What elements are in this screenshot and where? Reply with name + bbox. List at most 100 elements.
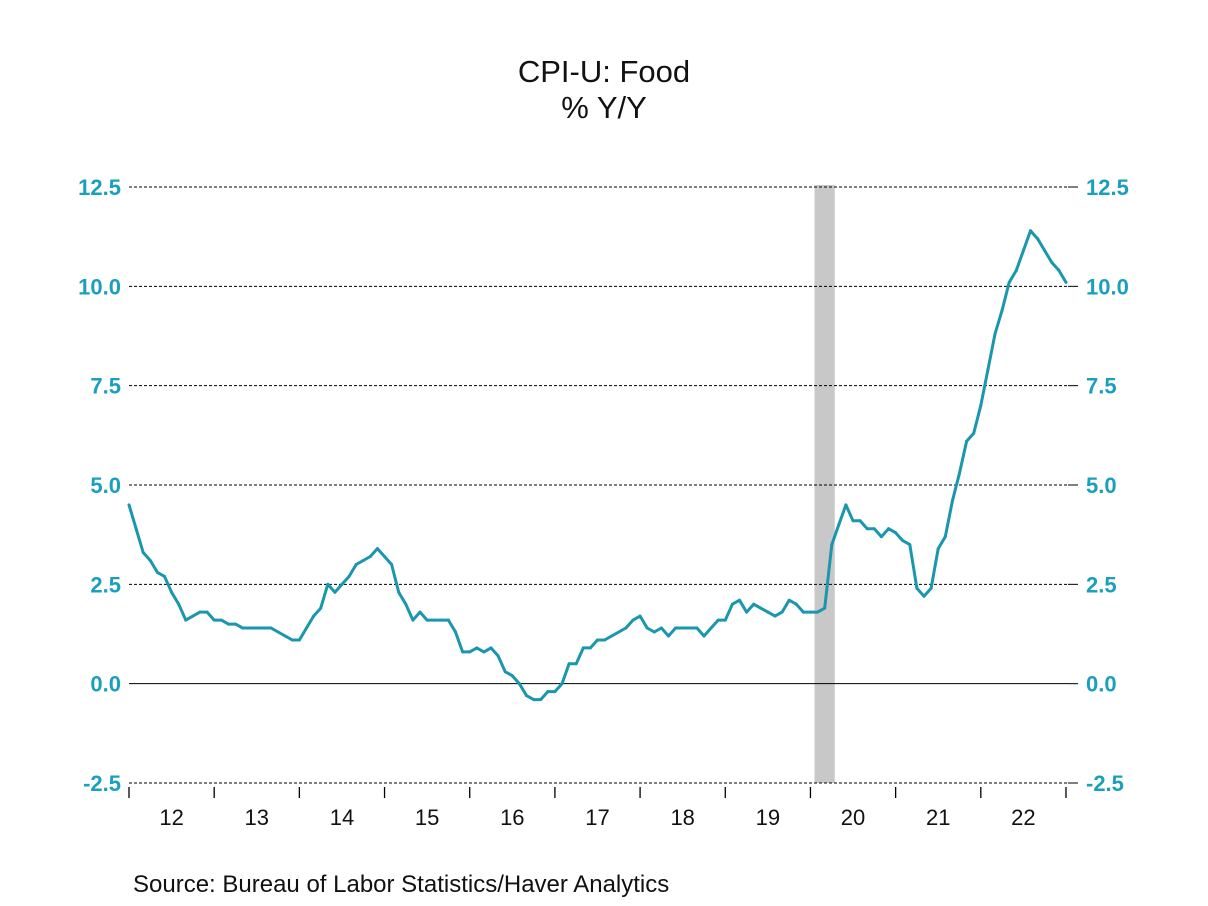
data-point: [1000, 308, 1004, 312]
data-point: [936, 547, 940, 551]
data-point: [269, 626, 273, 630]
data-point: [255, 626, 259, 630]
data-point: [801, 610, 805, 614]
data-point: [624, 626, 628, 630]
data-point: [787, 598, 791, 602]
data-point: [340, 582, 344, 586]
data-point: [794, 602, 798, 606]
data-point: [184, 618, 188, 622]
x-tick-label: 14: [330, 805, 354, 830]
data-point: [503, 670, 507, 674]
data-point: [191, 614, 195, 618]
data-point: [553, 690, 557, 694]
data-point: [688, 626, 692, 630]
data-point: [865, 527, 869, 531]
data-point: [638, 614, 642, 618]
data-point: [808, 610, 812, 614]
data-point: [411, 618, 415, 622]
data-point: [297, 638, 301, 642]
data-point: [979, 404, 983, 408]
data-point: [1036, 237, 1040, 241]
data-point: [844, 503, 848, 507]
data-point: [659, 626, 663, 630]
data-point: [439, 618, 443, 622]
data-point: [1014, 268, 1018, 272]
data-point: [170, 590, 174, 594]
data-point: [1007, 280, 1011, 284]
x-tick-label: 13: [245, 805, 269, 830]
data-point: [155, 570, 159, 574]
data-point: [908, 543, 912, 547]
data-point: [887, 527, 891, 531]
data-point: [596, 638, 599, 642]
y-tick-label-right: 0.0: [1086, 672, 1117, 697]
source-note: Source: Bureau of Labor Statistics/Haver…: [133, 871, 670, 898]
data-point: [851, 519, 855, 523]
data-point: [894, 531, 898, 535]
data-point: [276, 630, 280, 634]
data-point: [773, 614, 777, 618]
data-point: [666, 634, 670, 638]
data-point: [532, 698, 536, 702]
data-point: [1021, 249, 1025, 253]
y-tick-label-left: 12.5: [78, 175, 121, 200]
data-point: [205, 610, 209, 614]
data-point: [681, 626, 685, 630]
data-point: [361, 558, 365, 562]
data-point: [546, 690, 550, 694]
data-point: [780, 610, 784, 614]
data-point: [958, 471, 962, 475]
data-point: [993, 332, 997, 336]
data-point: [333, 590, 337, 594]
data-point: [617, 630, 621, 634]
data-point: [283, 634, 287, 638]
data-point: [468, 650, 472, 654]
chart-title: CPI-U: Food: [517, 54, 691, 89]
data-point: [610, 634, 614, 638]
y-tick-label-right: 5.0: [1086, 473, 1117, 498]
data-point: [141, 551, 145, 555]
series-line: [127, 229, 1068, 702]
data-point: [525, 694, 529, 698]
data-point: [148, 558, 152, 562]
data-point: [446, 618, 450, 622]
data-point: [1050, 260, 1054, 264]
data-point: [730, 602, 734, 606]
data-point: [830, 543, 834, 547]
y-tick-label-left: -2.5: [83, 771, 121, 796]
data-point: [219, 618, 223, 622]
data-point: [922, 594, 926, 598]
data-point: [319, 606, 323, 610]
data-point: [347, 574, 351, 578]
chart-subtitle: % Y/Y: [561, 90, 647, 125]
data-point: [127, 503, 131, 507]
data-point: [404, 602, 408, 606]
data-point: [674, 626, 678, 630]
y-tick-label-left: 7.5: [90, 374, 121, 399]
data-point: [588, 646, 592, 650]
data-point: [603, 638, 607, 642]
data-point: [716, 618, 720, 622]
x-tick-label: 15: [415, 805, 439, 830]
data-point: [631, 618, 635, 622]
data-point: [454, 630, 458, 634]
data-point: [574, 662, 578, 666]
data-point: [162, 574, 166, 578]
data-point: [290, 638, 294, 642]
y-tick-label-left: 10.0: [78, 274, 121, 299]
data-point: [510, 674, 514, 678]
data-point: [943, 535, 947, 539]
x-tick-label: 16: [500, 805, 524, 830]
y-tick-label-right: -2.5: [1086, 771, 1124, 796]
data-point: [475, 646, 479, 650]
data-point: [950, 499, 954, 503]
y-tick-label-left: 2.5: [90, 572, 121, 597]
data-point: [752, 602, 756, 606]
x-tick-label: 19: [756, 805, 780, 830]
data-point: [901, 539, 905, 543]
data-point: [262, 626, 266, 630]
data-point: [929, 586, 933, 590]
y-tick-label-right: 12.5: [1086, 175, 1129, 200]
data-point: [368, 555, 372, 559]
data-point: [567, 662, 571, 666]
